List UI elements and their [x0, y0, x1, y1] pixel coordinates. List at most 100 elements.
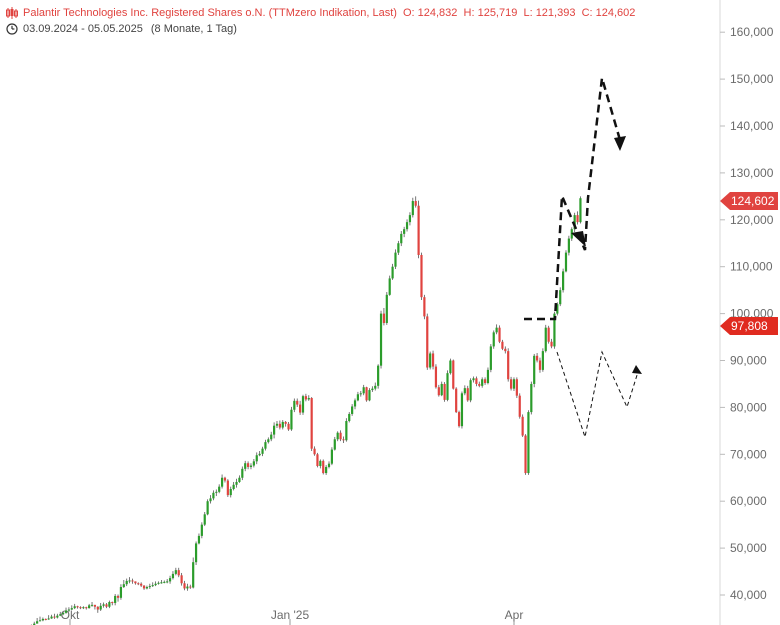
- support-price-badge-bg: [720, 317, 778, 335]
- candle-body: [351, 406, 354, 414]
- candle-body: [391, 266, 394, 279]
- candle-body: [238, 477, 241, 482]
- candle-body: [472, 378, 475, 381]
- candle-body: [371, 388, 374, 391]
- candle-body: [36, 621, 39, 624]
- y-tick-label: 60,000: [730, 494, 767, 508]
- candle-body: [567, 238, 570, 253]
- candle-body: [457, 412, 461, 427]
- instrument-title: Palantir Technologies Inc. Registered Sh…: [23, 7, 397, 19]
- candle-body: [547, 327, 550, 342]
- y-tick-label: 130,000: [730, 166, 774, 180]
- candle-body: [475, 378, 478, 384]
- candlestick-icon: [6, 7, 18, 19]
- candle-body: [301, 396, 305, 413]
- candle-body: [119, 587, 123, 598]
- candle-body: [469, 380, 472, 401]
- clock-icon: [6, 23, 18, 35]
- candle-body: [64, 610, 68, 613]
- candle-body: [218, 486, 221, 492]
- candle-body: [76, 606, 79, 608]
- period-length: (8 Monate, 1 Tag): [150, 23, 237, 35]
- y-tick-label: 50,000: [730, 541, 767, 555]
- candle-body: [579, 198, 582, 223]
- candle-body: [114, 595, 117, 603]
- candle-body: [443, 383, 446, 400]
- x-tick-label: Apr: [505, 608, 524, 622]
- candle-body: [368, 390, 371, 401]
- candle-body: [524, 435, 527, 474]
- candle-body: [466, 388, 469, 401]
- candle-body: [434, 366, 438, 388]
- candles: [30, 196, 582, 625]
- candle-body: [394, 252, 397, 267]
- candle-body: [538, 360, 542, 370]
- candle-body: [417, 205, 420, 255]
- candle-body: [157, 582, 160, 584]
- candle-body: [509, 379, 513, 389]
- candle-body: [82, 607, 85, 609]
- candle-body: [562, 271, 565, 291]
- candle-body: [304, 396, 307, 400]
- candle-body: [431, 353, 435, 367]
- y-tick-label: 80,000: [730, 400, 767, 414]
- candle-body: [382, 313, 386, 323]
- candle-body: [183, 583, 186, 589]
- bullish-projection-line: [524, 77, 622, 321]
- candle-body: [41, 618, 44, 621]
- candle-body: [521, 416, 524, 436]
- candle-body: [403, 229, 406, 234]
- candle-body: [166, 581, 169, 583]
- candle-body: [246, 463, 250, 467]
- candle-body: [70, 608, 73, 610]
- candle-body: [125, 580, 128, 585]
- candle-body: [128, 580, 131, 582]
- candle-body: [322, 460, 325, 474]
- y-tick-label: 70,000: [730, 447, 767, 461]
- candle-body: [429, 353, 432, 368]
- candle-body: [33, 623, 36, 625]
- candle-body: [174, 570, 177, 574]
- candle-body: [463, 388, 466, 394]
- candle-body: [122, 584, 125, 588]
- candle-body: [377, 365, 380, 386]
- candle-body: [200, 524, 203, 536]
- candle-body: [255, 455, 258, 462]
- candle-body: [483, 379, 487, 384]
- candle-body: [278, 423, 281, 428]
- candle-body: [564, 252, 568, 272]
- candle-body: [160, 582, 163, 584]
- candle-body: [385, 294, 388, 323]
- candle-body: [440, 383, 443, 396]
- candle-body: [313, 448, 316, 455]
- candle-body: [281, 421, 284, 428]
- candle-body: [197, 535, 201, 544]
- last-price-badge: 124,602: [720, 192, 778, 210]
- candle-body: [287, 423, 290, 430]
- candle-body: [452, 360, 455, 389]
- candle-body: [258, 453, 261, 456]
- candle-body: [186, 586, 189, 589]
- candle-body: [177, 570, 180, 576]
- x-tick-label: Okt: [61, 608, 80, 622]
- candle-body: [116, 595, 120, 598]
- candle-body: [206, 501, 209, 515]
- candle-body: [492, 332, 495, 347]
- candle-body: [527, 412, 530, 474]
- candle-body: [171, 573, 175, 579]
- candle-body: [189, 586, 192, 588]
- last-price-label: 124,602: [731, 194, 775, 208]
- candle-body: [142, 585, 146, 589]
- candle-body: [359, 393, 362, 395]
- x-tick-label: Jan '25: [271, 608, 310, 622]
- candle-body: [151, 585, 154, 587]
- candle-body: [90, 604, 94, 606]
- candle-body: [145, 587, 149, 589]
- chart-header: Palantir Technologies Inc. Registered Sh…: [6, 5, 635, 37]
- candle-body: [446, 373, 449, 400]
- candle-body: [44, 618, 47, 620]
- candle-body: [576, 215, 579, 223]
- candle-body: [99, 605, 102, 610]
- candle-body: [290, 409, 293, 430]
- candle-body: [379, 313, 383, 366]
